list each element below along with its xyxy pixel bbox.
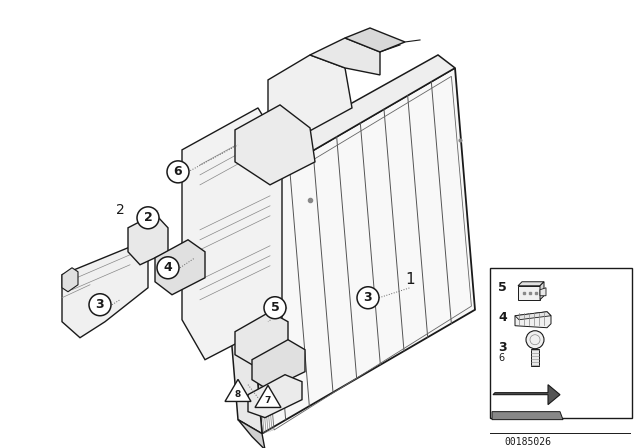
- Text: 3: 3: [96, 298, 104, 311]
- Polygon shape: [492, 412, 563, 420]
- Text: 3: 3: [498, 341, 507, 354]
- Circle shape: [264, 297, 286, 319]
- Text: 4: 4: [164, 261, 172, 274]
- Text: 2: 2: [143, 211, 152, 224]
- Text: 6: 6: [498, 353, 504, 363]
- Text: 6: 6: [173, 165, 182, 178]
- Text: 5: 5: [271, 301, 280, 314]
- Text: 1: 1: [405, 272, 415, 287]
- Polygon shape: [128, 214, 168, 265]
- Circle shape: [167, 161, 189, 183]
- Text: 3: 3: [364, 291, 372, 304]
- Polygon shape: [225, 379, 251, 401]
- Polygon shape: [62, 248, 148, 338]
- Text: 7: 7: [265, 396, 271, 405]
- Polygon shape: [515, 312, 551, 320]
- Polygon shape: [248, 375, 302, 418]
- Circle shape: [137, 207, 159, 229]
- Polygon shape: [235, 105, 315, 185]
- Polygon shape: [540, 288, 546, 296]
- Polygon shape: [540, 282, 544, 300]
- Polygon shape: [531, 349, 539, 366]
- Circle shape: [157, 257, 179, 279]
- Circle shape: [357, 287, 379, 309]
- Polygon shape: [493, 385, 560, 405]
- Circle shape: [526, 331, 544, 349]
- Polygon shape: [252, 340, 305, 390]
- Polygon shape: [345, 28, 405, 52]
- Circle shape: [89, 294, 111, 316]
- Polygon shape: [242, 68, 475, 434]
- FancyBboxPatch shape: [490, 268, 632, 418]
- Polygon shape: [310, 38, 380, 75]
- Polygon shape: [518, 282, 544, 286]
- Text: 8: 8: [235, 390, 241, 399]
- Text: 00185026: 00185026: [504, 437, 552, 447]
- Polygon shape: [235, 312, 288, 365]
- Polygon shape: [268, 55, 352, 132]
- Polygon shape: [62, 268, 78, 292]
- Polygon shape: [218, 178, 262, 434]
- Polygon shape: [515, 312, 551, 328]
- Polygon shape: [155, 240, 205, 295]
- Polygon shape: [255, 385, 281, 407]
- Text: 2: 2: [116, 203, 124, 217]
- Polygon shape: [218, 55, 455, 192]
- Polygon shape: [518, 286, 540, 300]
- Polygon shape: [182, 108, 282, 360]
- Text: 5: 5: [498, 281, 507, 294]
- Polygon shape: [238, 420, 265, 448]
- Text: 4: 4: [498, 311, 507, 324]
